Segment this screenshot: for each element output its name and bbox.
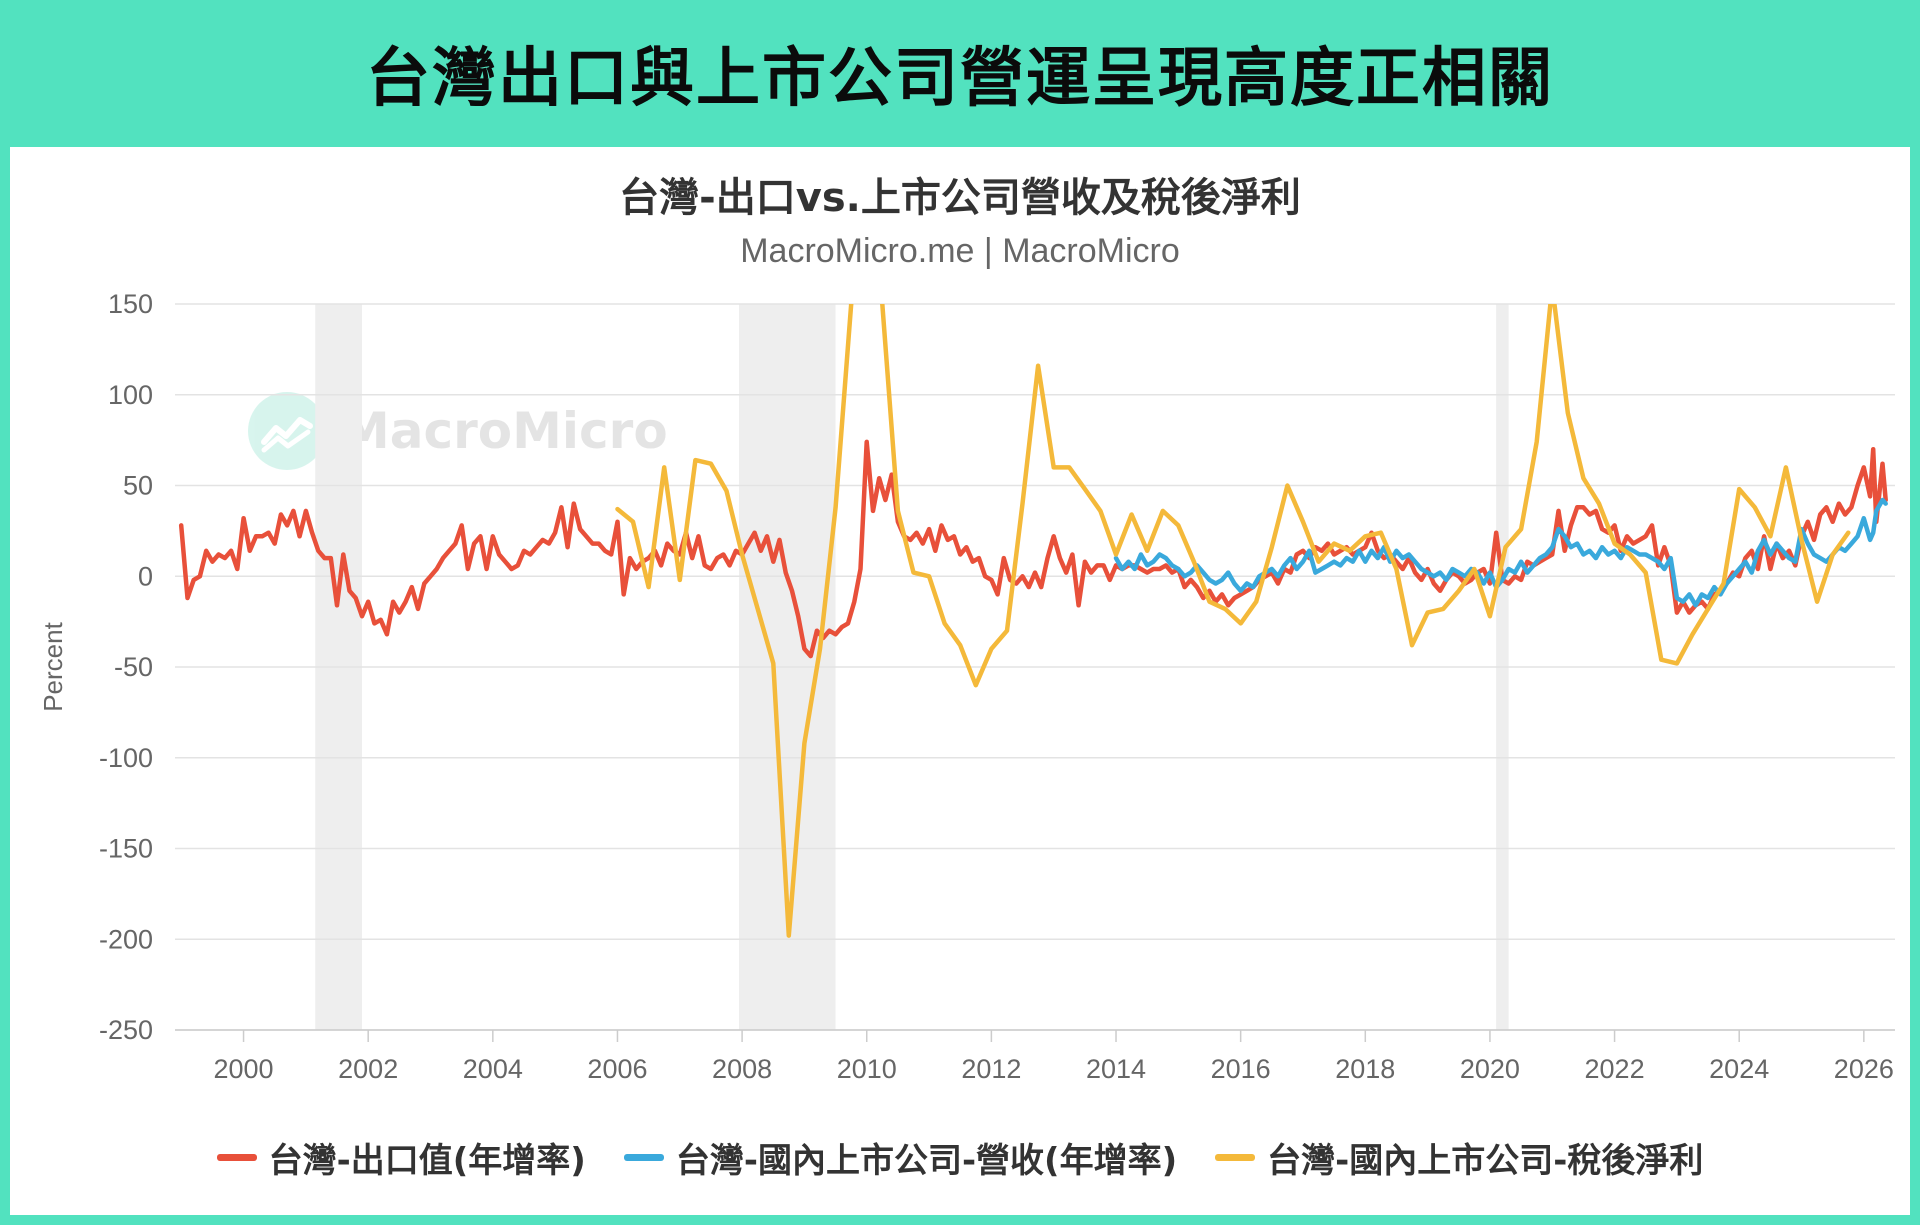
banner: 台灣出口與上市公司營運呈現高度正相關 bbox=[0, 0, 1920, 145]
watermark-text: MacroMicro bbox=[340, 402, 668, 460]
y-tick-label: 100 bbox=[108, 380, 153, 410]
y-tick-label: -100 bbox=[99, 743, 153, 773]
x-tick-label: 2020 bbox=[1460, 1054, 1520, 1084]
legend-label-revenue: 台灣-國內上市公司-營收(年增率) bbox=[675, 1140, 1178, 1181]
y-tick-label: 50 bbox=[123, 471, 153, 501]
x-tick-label: 2004 bbox=[463, 1054, 523, 1084]
legend-swatch-exports bbox=[216, 1153, 257, 1161]
y-tick-label: -250 bbox=[99, 1015, 153, 1045]
y-axis-title: Percent bbox=[38, 621, 68, 711]
banner-title: 台灣出口與上市公司營運呈現高度正相關 bbox=[366, 41, 1554, 116]
legend-swatch-net-income bbox=[1215, 1153, 1256, 1161]
line-chart: 150 100 50 0 -50 -100 -150 -200 -250 2000 2002 2004… bbox=[38, 289, 1895, 1084]
legend-item-revenue[interactable]: 台灣-國內上市公司-營收(年增率) bbox=[623, 1133, 1178, 1182]
watermark: MacroMicro bbox=[248, 392, 668, 470]
legend-label-net-income: 台灣-國內上市公司-稅後淨利 bbox=[1267, 1140, 1704, 1181]
legend-swatch-revenue bbox=[623, 1153, 664, 1161]
x-tick-label: 2002 bbox=[338, 1054, 398, 1084]
legend-label-exports: 台灣-出口值(年增率) bbox=[268, 1140, 586, 1181]
y-tick-label: 150 bbox=[108, 289, 153, 319]
x-tick-label: 2022 bbox=[1585, 1054, 1645, 1084]
x-tick-label: 2026 bbox=[1834, 1054, 1894, 1084]
y-tick-label: -150 bbox=[99, 834, 153, 864]
x-tick-label: 2018 bbox=[1335, 1054, 1395, 1084]
x-tick-label: 2006 bbox=[587, 1054, 647, 1084]
x-tick-label: 2010 bbox=[837, 1054, 897, 1084]
y-tick-label: 0 bbox=[138, 561, 153, 591]
x-tick-label: 2016 bbox=[1211, 1054, 1271, 1084]
net-income-series-line bbox=[615, 304, 1851, 938]
x-tick-label: 2024 bbox=[1709, 1054, 1769, 1084]
chart-panel: 台灣-出口vs.上市公司營收及稅後淨利 MacroMicro.me | Macr… bbox=[10, 147, 1910, 1215]
y-tick-label: -200 bbox=[99, 924, 153, 954]
x-tick-label: 2008 bbox=[712, 1054, 772, 1084]
revenue-series-line bbox=[1113, 497, 1888, 608]
macromicro-logo-icon bbox=[248, 392, 326, 470]
legend-item-net-income[interactable]: 台灣-國內上市公司-稅後淨利 bbox=[1215, 1133, 1703, 1182]
legend-item-exports[interactable]: 台灣-出口值(年增率) bbox=[216, 1133, 586, 1182]
y-tick-label: -50 bbox=[114, 652, 153, 682]
series-group bbox=[178, 304, 1888, 938]
chart-subtitle: MacroMicro.me | MacroMicro bbox=[740, 232, 1180, 270]
x-tick-label: 2012 bbox=[961, 1054, 1021, 1084]
chart-legend: 台灣-出口值(年增率) 台灣-國內上市公司-營收(年增率) 台灣-國內上市公司-… bbox=[10, 1127, 1910, 1187]
x-tick-label: 2014 bbox=[1086, 1054, 1146, 1084]
x-tick-label: 2000 bbox=[214, 1054, 274, 1084]
chart-title: 台灣-出口vs.上市公司營收及稅後淨利 bbox=[619, 175, 1301, 221]
